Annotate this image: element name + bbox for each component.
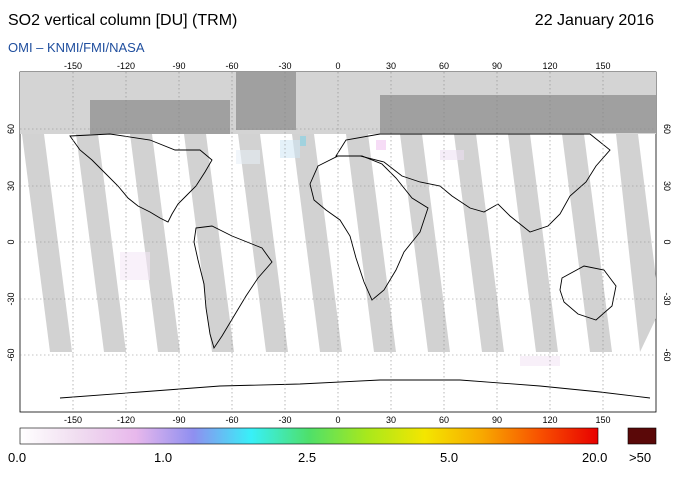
lon-tick-bottom-8: 90 [492, 415, 502, 425]
lon-tick-bottom-5: 0 [335, 415, 340, 425]
lon-tick-bottom-10: 150 [595, 415, 610, 425]
polar-land-siberia [380, 95, 656, 133]
africa-outline [309, 155, 429, 301]
lat-tick-right-3: -30 [662, 292, 672, 305]
colorbar-label-1: 1.0 [154, 450, 173, 465]
lat-tick-left-3: -30 [6, 292, 16, 305]
lat-tick-left-2: 0 [6, 239, 16, 244]
lon-tick-top-3: -60 [225, 61, 238, 71]
lon-tick-top-2: -90 [172, 61, 185, 71]
so2-speckle [120, 136, 560, 366]
lon-tick-bottom-4: -30 [278, 415, 291, 425]
map-title: SO2 vertical column [DU] (TRM) [8, 12, 238, 29]
orbit-gap-swaths [22, 134, 656, 352]
lat-tick-left-4: -60 [6, 348, 16, 361]
lat-tick-right-1: 30 [662, 181, 672, 191]
colorbar-label-5: >50 [629, 450, 652, 465]
antarctica-outline [59, 379, 651, 399]
graticule [20, 72, 656, 412]
lon-tick-bottom-2: -90 [172, 415, 185, 425]
colorbar-label-4: 20.0 [582, 450, 608, 465]
coastlines [59, 133, 651, 399]
lon-tick-top-7: 60 [439, 61, 449, 71]
lon-tick-bottom-3: -60 [225, 415, 238, 425]
lat-tick-right-2: 0 [662, 239, 672, 244]
lon-tick-top-5: 0 [335, 61, 340, 71]
lon-tick-bottom-6: 30 [386, 415, 396, 425]
lon-tick-top-9: 120 [542, 61, 557, 71]
lat-tick-right-0: 60 [662, 124, 672, 134]
colorbar-label-2: 2.5 [298, 450, 317, 465]
colorbar [19, 427, 599, 445]
lon-tick-top-10: 150 [595, 61, 610, 71]
data-credit: OMI – KNMI/FMI/NASA [8, 40, 145, 55]
polar-land-canada [90, 100, 230, 134]
north-america-outline [69, 133, 213, 223]
eurasia-outline [335, 133, 611, 233]
lon-tick-top-6: 30 [386, 61, 396, 71]
lon-tick-bottom-1: -120 [117, 415, 135, 425]
lon-tick-top-0: -150 [64, 61, 82, 71]
lon-tick-top-8: 90 [492, 61, 502, 71]
south-america-outline [193, 225, 273, 350]
lon-tick-bottom-7: 60 [439, 415, 449, 425]
lon-tick-bottom-0: -150 [64, 415, 82, 425]
lon-tick-top-4: -30 [278, 61, 291, 71]
colorbar-overflow-swatch [627, 427, 657, 445]
colorbar-label-0: 0.0 [8, 450, 27, 465]
lon-tick-top-1: -120 [117, 61, 135, 71]
lat-tick-right-4: -60 [662, 348, 672, 361]
australia-outline [559, 265, 617, 321]
polar-land-greenland [236, 72, 296, 130]
map-date: 22 January 2016 [534, 12, 654, 29]
lat-tick-left-1: 30 [6, 181, 16, 191]
lon-tick-bottom-9: 120 [542, 415, 557, 425]
lat-tick-left-0: 60 [6, 124, 16, 134]
colorbar-label-3: 5.0 [440, 450, 459, 465]
